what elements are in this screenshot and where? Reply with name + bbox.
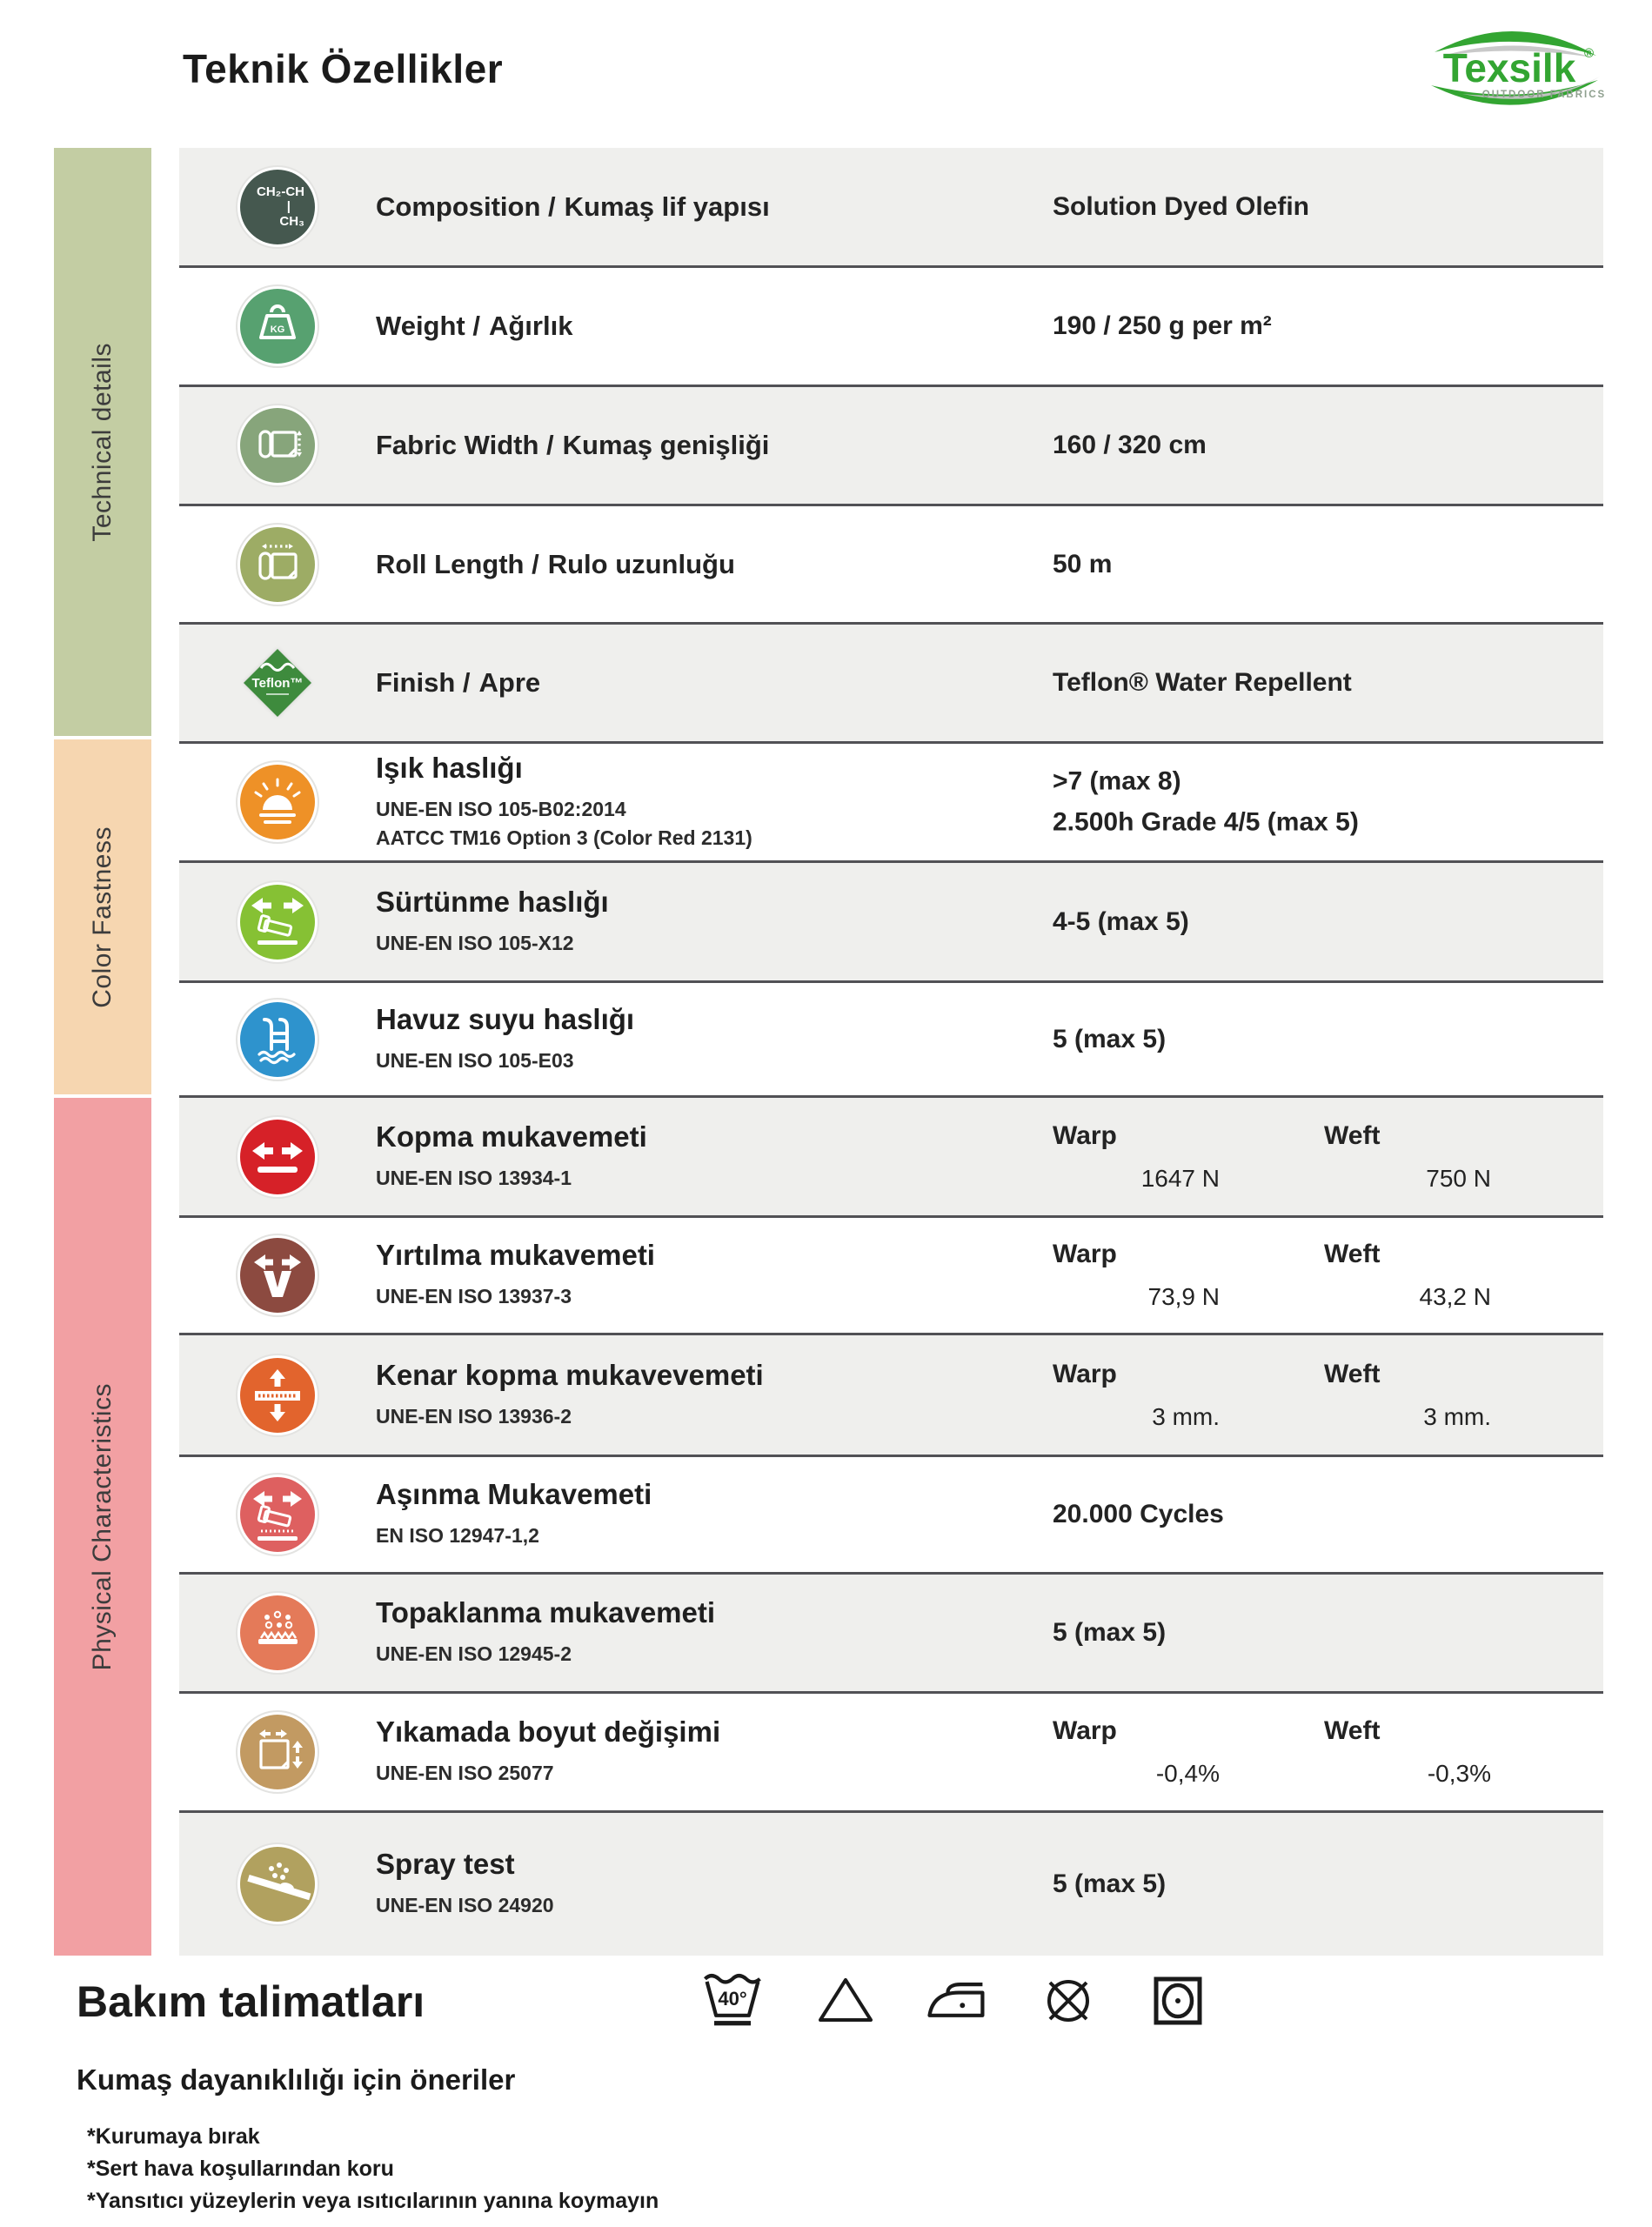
table-row-composition: CH₂-CH | CH₃ Composition / Kumaş lif yapı… xyxy=(179,148,1603,268)
row-label: Kopma mukavemeti xyxy=(376,1120,647,1153)
row-value: 50 m xyxy=(1053,549,1113,578)
care-title: Bakım talimatları xyxy=(77,1977,425,2026)
roll-length-icon xyxy=(240,526,315,602)
row-value: 190 / 250 g per m² xyxy=(1053,311,1272,340)
teflon-diamond-icon: Teflon™ xyxy=(240,645,315,720)
section-label: Technical details xyxy=(88,342,117,542)
logo-tagline: OUTDOOR FABRICS xyxy=(1482,90,1606,100)
test-standard: UNE-EN ISO 12945-2 xyxy=(376,1642,572,1666)
table-row-fabric-width: Fabric Width / Kumaş genişliği 160 / 320 … xyxy=(179,387,1603,506)
sun-light-fastness-icon xyxy=(240,765,315,839)
row-label: Finish / Apre xyxy=(376,667,541,698)
polymer-formula-icon: CH₂-CH | CH₃ xyxy=(240,169,315,244)
row-label: Işık haslığı xyxy=(376,751,523,784)
section-band-technical-details: Technical details xyxy=(54,148,151,736)
table-row-tensile-strength: Kopma mukavemeti UNE-EN ISO 13934-1 Warp… xyxy=(179,1098,1603,1218)
row-value: Solution Dyed Olefin xyxy=(1053,191,1310,221)
spec-table: CH₂-CH | CH₃ Composition / Kumaş lif yapı… xyxy=(179,148,1603,1956)
row-label: Roll Length / Rulo uzunluğu xyxy=(376,548,735,579)
row-value: 5 (max 5) xyxy=(1053,1024,1167,1053)
table-row-pilling-resistance: Topaklanma mukavemeti UNE-EN ISO 12945-2… xyxy=(179,1575,1603,1694)
svg-text:®: ® xyxy=(1584,46,1594,61)
row-value: 20.000 Cycles xyxy=(1053,1499,1224,1528)
row-label: Yırtılma mukavemeti xyxy=(376,1239,655,1272)
test-standard: UNE-EN ISO 105-X12 xyxy=(376,931,574,954)
test-standard: UNE-EN ISO 105-B02:2014 xyxy=(376,797,626,820)
row-label: Kenar kopma mukavevemeti xyxy=(376,1358,764,1391)
care-note: *Kurumaya bırak xyxy=(87,2124,260,2149)
wash-40-icon: 40° xyxy=(704,1974,761,2026)
table-row-weight: KG Weight / Ağırlık 190 / 250 g per m² xyxy=(179,268,1603,387)
test-standard: UNE-EN ISO 13934-1 xyxy=(376,1166,572,1189)
section-label: Physical Characteristics xyxy=(88,1382,117,1671)
care-note: *Yansıtıcı yüzeylerin veya ısıtıcılarını… xyxy=(87,2189,659,2213)
test-standard: UNE-EN ISO 105-E03 xyxy=(376,1048,574,1072)
test-standard: EN ISO 12947-1,2 xyxy=(376,1524,539,1548)
table-row-finish: Teflon™ Finish / Apre Teflon® Water Repel… xyxy=(179,625,1603,744)
row-label: Spray test xyxy=(376,1848,515,1881)
section-label: Color Fastness xyxy=(88,826,117,1008)
row-value: 5 (max 5) xyxy=(1053,1869,1167,1898)
svg-text:Teflon™: Teflon™ xyxy=(252,676,304,691)
table-row-tear-strength: Yırtılma mukavemeti UNE-EN ISO 13937-3 W… xyxy=(179,1218,1603,1335)
row-value: 4-5 (max 5) xyxy=(1053,906,1189,936)
iron-one-dot-icon xyxy=(927,1983,985,2017)
wash-shrinkage-icon xyxy=(240,1715,315,1789)
bleach-triangle-icon xyxy=(819,1978,873,2022)
row-label: Yıkamada boyut değişimi xyxy=(376,1715,721,1749)
page-title: Teknik Özellikler xyxy=(183,46,504,91)
tear-strength-icon xyxy=(240,1238,315,1313)
row-label: Composition / Kumaş lif yapısı xyxy=(376,191,770,222)
pool-ladder-icon xyxy=(240,1001,315,1077)
logo-brand-text: Texsilk xyxy=(1443,45,1576,90)
row-label: Havuz suyu haslığı xyxy=(376,1002,635,1035)
table-row-roll-length: Roll Length / Rulo uzunluğu 50 m xyxy=(179,506,1603,625)
warp-weft-values: Warp 3 mm. Weft 3 mm. xyxy=(1053,1359,1491,1430)
section-band-color-fastness: Color Fastness xyxy=(54,739,151,1094)
spray-test-icon xyxy=(240,1847,315,1922)
row-label: Fabric Width / Kumaş genişliği xyxy=(376,430,770,460)
table-row-light-fastness: Işık haslığı UNE-EN ISO 105-B02:2014 AAT… xyxy=(179,744,1603,863)
row-label: Sürtünme haslığı xyxy=(376,885,609,918)
care-subtitle: Kumaş dayanıklılığı için öneriler xyxy=(77,2063,516,2096)
row-value: 5 (max 5) xyxy=(1053,1617,1167,1647)
test-standard: AATCC TM16 Option 3 (Color Red 2131) xyxy=(376,826,752,849)
pilling-resistance-icon xyxy=(240,1595,315,1670)
table-row-rubbing-fastness: Sürtünme haslığı UNE-EN ISO 105-X12 4-5 … xyxy=(179,863,1603,983)
row-label: Topaklanma mukavemeti xyxy=(376,1596,716,1629)
section-band-physical-characteristics: Physical Characteristics xyxy=(54,1098,151,1956)
row-label: Aşınma Mukavemeti xyxy=(376,1478,652,1511)
fabric-width-icon xyxy=(240,408,315,483)
seam-slippage-icon xyxy=(240,1357,315,1433)
do-not-dry-clean-icon xyxy=(1047,1980,1089,2022)
weight-icon: KG xyxy=(240,289,315,364)
table-row-pool-water-fastness: Havuz suyu haslığı UNE-EN ISO 105-E03 5 … xyxy=(179,983,1603,1098)
svg-text:KG: KG xyxy=(271,324,285,335)
test-standard: UNE-EN ISO 25077 xyxy=(376,1762,554,1785)
row-value: >7 (max 8) 2.500h Grade 4/5 (max 5) xyxy=(1053,766,1359,837)
care-symbols: 40° xyxy=(694,1964,1213,2037)
care-note: *Sert hava koşullarından koru xyxy=(87,2157,394,2181)
table-row-wash-shrinkage: Yıkamada boyut değişimi UNE-EN ISO 25077… xyxy=(179,1694,1603,1813)
row-label: Weight / Ağırlık xyxy=(376,311,573,341)
texsilk-logo: Texsilk ® OUTDOOR FABRICS xyxy=(1431,30,1606,105)
rubbing-fastness-icon xyxy=(240,884,315,960)
abrasion-resistance-icon xyxy=(240,1477,315,1552)
table-row-spray-test: Spray test UNE-EN ISO 24920 5 (max 5) xyxy=(179,1813,1603,1956)
test-standard: UNE-EN ISO 24920 xyxy=(376,1894,554,1917)
tumble-dry-icon xyxy=(1154,1976,1202,2025)
warp-weft-values: Warp 1647 N Weft 750 N xyxy=(1053,1120,1491,1192)
test-standard: UNE-EN ISO 13936-2 xyxy=(376,1404,572,1428)
table-row-seam-slippage: Kenar kopma mukavevemeti UNE-EN ISO 1393… xyxy=(179,1335,1603,1457)
row-value: Teflon® Water Repellent xyxy=(1053,667,1352,697)
warp-weft-values: Warp -0,4% Weft -0,3% xyxy=(1053,1716,1491,1787)
table-row-abrasion-resistance: Aşınma Mukavemeti EN ISO 12947-1,2 20.00… xyxy=(179,1457,1603,1575)
row-value: 160 / 320 cm xyxy=(1053,430,1207,459)
care-notes: *Kurumaya bırak *Sert hava koşullarından… xyxy=(87,2121,659,2217)
test-standard: UNE-EN ISO 13937-3 xyxy=(376,1285,572,1308)
svg-text:40°: 40° xyxy=(718,1988,746,2010)
warp-weft-values: Warp 73,9 N Weft 43,2 N xyxy=(1053,1240,1491,1310)
tensile-strength-icon xyxy=(240,1119,315,1194)
